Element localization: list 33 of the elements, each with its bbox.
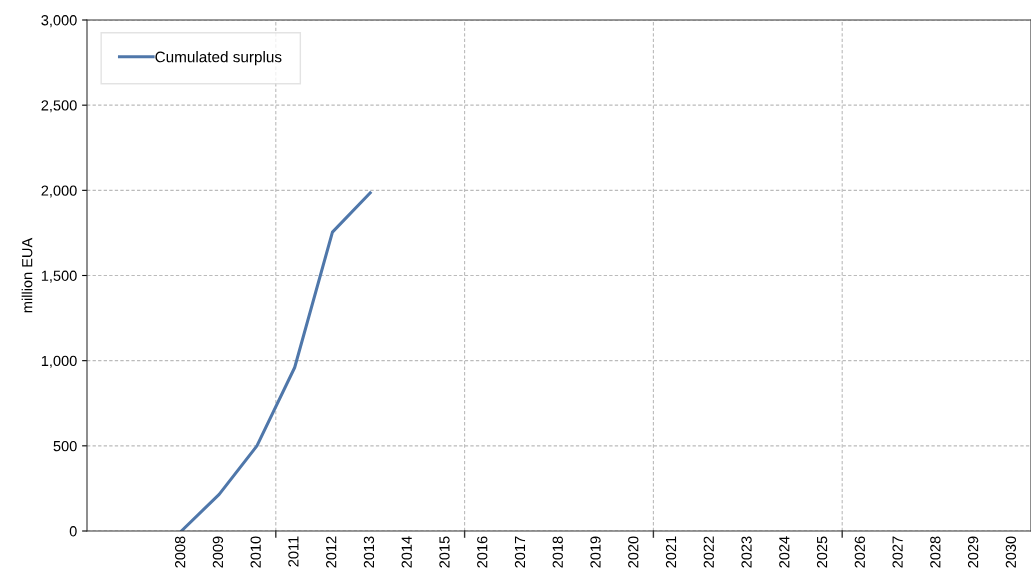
x-tick-label: 2026 (854, 536, 865, 568)
x-tick-label: 2028 (930, 536, 941, 568)
x-tick-label: 2023 (741, 536, 752, 568)
x-tick-label: 2025 (816, 536, 828, 568)
line-series (179, 191, 372, 531)
x-tick-label: 2013 (363, 536, 375, 568)
x-tick-label: 2030 (1005, 536, 1017, 568)
y-tick-label: 2,000 (41, 185, 77, 198)
x-tick-label: 2017 (514, 536, 526, 568)
y-tick-label: 500 (53, 440, 77, 452)
x-tick-label: 2014 (401, 536, 412, 568)
x-tick-label: 2009 (212, 536, 224, 568)
y-tick-label: 2,500 (41, 100, 77, 113)
y-axis-title: million EUA (21, 237, 33, 313)
x-tick-label: 2020 (628, 536, 639, 568)
x-tick-label: 2018 (552, 536, 563, 568)
x-tick-label: 2016 (477, 536, 488, 568)
y-tick-label: 0 (69, 526, 77, 537)
x-tick-label: 2010 (250, 536, 261, 568)
y-tick-label: 1,000 (41, 355, 77, 368)
x-tick-label: 2021 (665, 536, 677, 568)
x-tick-label: 2029 (967, 536, 979, 568)
x-tick-label: 2012 (326, 536, 337, 568)
y-tick-label: 3,000 (41, 15, 77, 28)
legend-label: Cumulated surplus (155, 51, 282, 66)
x-tick-label: 2022 (703, 536, 714, 568)
x-tick-label: 2027 (892, 536, 903, 568)
x-tick-label: 2015 (439, 536, 450, 568)
x-tick-label: 2008 (174, 536, 186, 568)
x-tick-label: 2019 (590, 536, 601, 568)
x-tick-label: 2024 (779, 536, 790, 568)
x-tick-label: 2011 (288, 536, 299, 567)
y-tick-label: 1,500 (41, 270, 77, 283)
